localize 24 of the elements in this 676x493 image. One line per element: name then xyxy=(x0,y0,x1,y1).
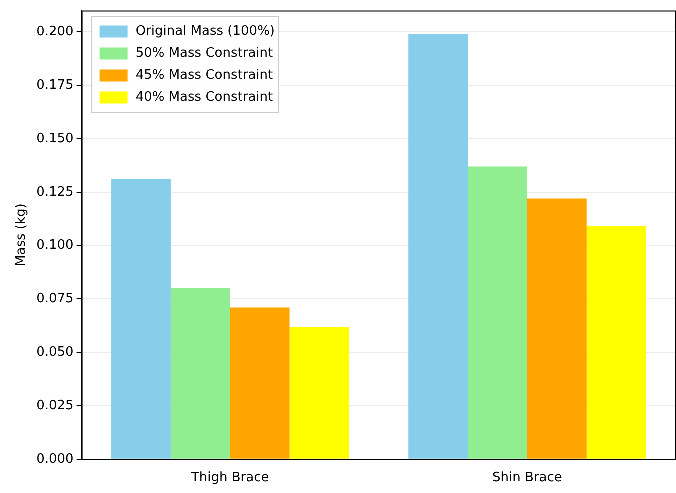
y-tick-label: 0.025 xyxy=(36,398,74,414)
bar xyxy=(112,180,171,459)
y-tick-label: 0.200 xyxy=(36,24,74,40)
bar xyxy=(468,166,528,459)
legend-label: 50% Mass Constraint xyxy=(136,46,274,62)
bar xyxy=(230,308,290,459)
y-tick-label: 0.075 xyxy=(36,292,74,307)
y-tick-label: 0.125 xyxy=(36,184,74,200)
bar xyxy=(170,288,230,459)
bar xyxy=(290,326,350,459)
legend-label: 45% Mass Constraint xyxy=(136,68,274,84)
y-tick-label: 0.175 xyxy=(36,78,74,93)
y-axis-title: Mass (kg) xyxy=(14,204,30,266)
y-tick-label: 0.050 xyxy=(36,344,74,360)
x-tick-label: Shin Brace xyxy=(492,470,562,486)
x-tick-label: Thigh Brace xyxy=(190,470,270,486)
bar xyxy=(408,34,468,459)
bar xyxy=(527,198,587,459)
y-tick-label: 0.000 xyxy=(36,452,74,467)
bar xyxy=(586,226,646,459)
legend-label: Original Mass (100%) xyxy=(136,24,276,40)
y-tick-label: 0.150 xyxy=(36,131,74,146)
legend-label: 40% Mass Constraint xyxy=(136,90,274,106)
y-tick-label: 0.100 xyxy=(36,238,74,254)
